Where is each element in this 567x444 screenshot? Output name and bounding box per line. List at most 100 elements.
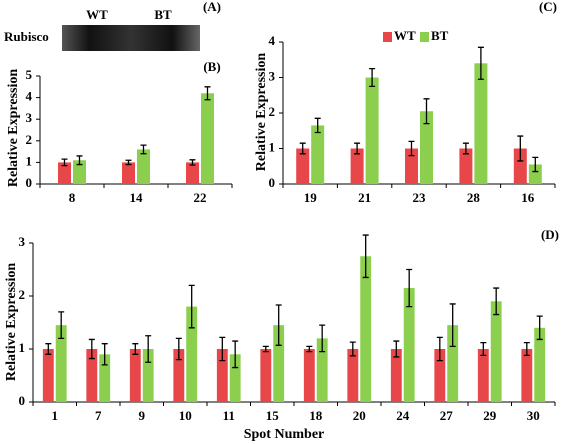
bar	[122, 162, 135, 184]
error-bar	[369, 67, 376, 88]
error-bar	[275, 304, 282, 346]
error-bar	[436, 336, 443, 362]
bar	[229, 354, 241, 402]
protein-label: Rubisco	[4, 29, 49, 44]
x-axis-label: Spot Number	[244, 427, 325, 442]
bar	[521, 349, 533, 402]
x-tick-label: 22	[194, 190, 207, 205]
error-bar	[188, 284, 195, 329]
bar	[186, 162, 199, 184]
bar	[447, 325, 459, 402]
error-bar	[532, 156, 539, 173]
bar	[58, 162, 71, 184]
error-bar	[349, 341, 356, 357]
bar	[477, 349, 489, 402]
x-tick-label: 1	[52, 408, 59, 423]
error-bar	[101, 343, 108, 366]
error-bar	[517, 135, 524, 162]
y-tick-label: 4	[26, 89, 33, 104]
bar	[137, 149, 150, 184]
error-bar	[462, 142, 469, 155]
bar	[129, 349, 141, 402]
error-bar	[132, 343, 139, 355]
legend-swatch	[420, 32, 429, 42]
error-bar	[175, 337, 182, 361]
error-bar	[477, 46, 484, 80]
error-bar	[145, 335, 152, 363]
y-tick-label: 2	[26, 132, 33, 147]
x-tick-label: 21	[358, 190, 371, 205]
x-tick-label: 28	[467, 190, 481, 205]
error-bar	[61, 158, 68, 167]
bar	[173, 349, 185, 402]
error-bar	[262, 345, 269, 353]
bar	[534, 327, 546, 402]
lane-label: BT	[154, 7, 172, 22]
x-tick-label: 24	[396, 408, 410, 423]
error-bar	[58, 311, 65, 340]
error-bar	[480, 341, 487, 357]
bar	[186, 306, 198, 402]
blot-image	[62, 25, 200, 51]
error-bar	[140, 144, 147, 155]
error-bar	[319, 324, 326, 353]
bar	[311, 125, 325, 184]
error-bar	[536, 315, 543, 341]
y-tick-label: 0	[269, 175, 276, 190]
x-tick-label: 15	[266, 408, 280, 423]
bar	[296, 148, 310, 184]
bar	[347, 349, 359, 402]
error-bar	[449, 303, 456, 347]
error-bar	[406, 268, 413, 308]
bar	[390, 349, 402, 402]
y-tick-label: 1	[19, 340, 26, 355]
error-bar	[189, 159, 196, 166]
error-bar	[362, 234, 369, 279]
error-bar	[393, 340, 400, 358]
y-tick-label: 3	[269, 68, 276, 83]
error-bar	[523, 341, 530, 357]
x-tick-label: 20	[353, 408, 366, 423]
error-bar	[232, 340, 239, 369]
x-tick-label: 30	[527, 408, 540, 423]
x-tick-label: 10	[179, 408, 192, 423]
error-bar	[306, 345, 313, 353]
y-axis-label: Relative Expression	[6, 69, 21, 188]
error-bar	[45, 343, 52, 355]
bar	[474, 63, 488, 184]
bar	[513, 148, 527, 184]
error-bar	[299, 142, 306, 155]
error-bar	[408, 140, 415, 157]
y-tick-label: 2	[19, 287, 26, 302]
x-tick-label: 8	[69, 190, 76, 205]
panel-label: (D)	[541, 227, 559, 242]
y-tick-label: 3	[19, 234, 26, 249]
lane-label: WT	[86, 7, 108, 22]
x-tick-label: 7	[95, 408, 102, 423]
bar	[142, 349, 154, 402]
bar	[490, 301, 502, 402]
y-axis-label: Relative Expression	[4, 263, 19, 382]
x-tick-label: 29	[483, 408, 497, 423]
bar	[260, 349, 272, 402]
bar	[55, 325, 67, 402]
error-bar	[314, 117, 321, 134]
x-tick-label: 14	[130, 190, 144, 205]
y-tick-label: 3	[26, 110, 33, 125]
error-bar	[493, 287, 500, 316]
bar	[303, 349, 315, 402]
error-bar	[125, 159, 132, 166]
x-tick-label: 23	[413, 190, 427, 205]
panel-label: (A)	[203, 0, 221, 14]
y-tick-label: 2	[269, 104, 276, 119]
y-tick-label: 1	[269, 139, 276, 154]
bar	[403, 288, 415, 402]
x-tick-label: 27	[440, 408, 454, 423]
bar	[86, 349, 98, 402]
y-tick-label: 4	[269, 33, 276, 48]
bar	[99, 354, 111, 402]
legend-label: WT	[394, 28, 416, 43]
y-tick-label: 1	[26, 153, 33, 168]
bar	[420, 111, 433, 184]
